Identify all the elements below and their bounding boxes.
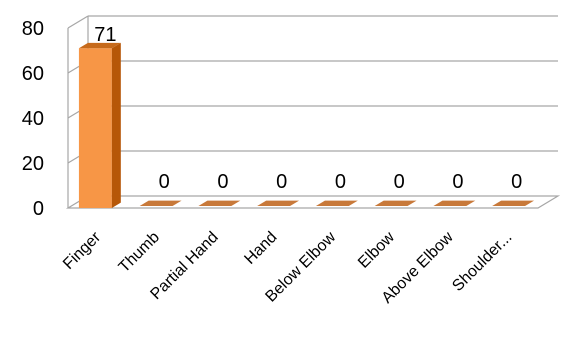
x-axis-categories: Finger Thumb Partial Hand Hand Below Elb… bbox=[60, 228, 515, 307]
bar-hand bbox=[257, 200, 300, 206]
data-label-hand: 0 bbox=[276, 171, 287, 193]
chart-bars bbox=[78, 42, 535, 208]
bar-partial-hand bbox=[198, 200, 241, 206]
data-label-below-elbow: 0 bbox=[335, 171, 346, 193]
bar-shoulder bbox=[492, 200, 535, 206]
y-tick-label-20: 20 bbox=[22, 153, 44, 175]
chart-axes bbox=[65, 16, 561, 209]
data-label-elbow: 0 bbox=[394, 171, 405, 193]
bar-finger bbox=[78, 42, 121, 208]
data-labels: 71 0 0 0 0 0 0 0 bbox=[94, 24, 522, 193]
gridline-side-80 bbox=[67, 15, 89, 29]
bar-finger-side bbox=[111, 42, 121, 208]
bar-above-elbow bbox=[433, 200, 476, 206]
data-label-thumb: 0 bbox=[159, 171, 170, 193]
data-label-finger: 71 bbox=[94, 24, 116, 46]
y-tick-label-80: 80 bbox=[22, 18, 44, 40]
x-category-elbow: Elbow bbox=[355, 228, 398, 271]
y-tick-label-0: 0 bbox=[33, 198, 44, 220]
y-tick-label-40: 40 bbox=[22, 108, 44, 130]
bar-elbow bbox=[374, 200, 417, 206]
y-tick-label-60: 60 bbox=[22, 63, 44, 85]
chart-floor bbox=[65, 195, 561, 209]
y-axis-ticks: 0 20 40 60 80 bbox=[22, 18, 44, 220]
data-label-partial-hand: 0 bbox=[217, 171, 228, 193]
data-label-above-elbow: 0 bbox=[452, 171, 463, 193]
data-label-shoulder: 0 bbox=[511, 171, 522, 193]
x-category-shoulder: Shoulder... bbox=[449, 229, 515, 295]
x-category-hand: Hand bbox=[241, 229, 280, 268]
bar-finger-top bbox=[78, 42, 121, 49]
chart-gridlines bbox=[67, 15, 558, 164]
bar-finger-front bbox=[78, 48, 112, 208]
x-category-finger: Finger bbox=[60, 228, 105, 273]
x-category-thumb: Thumb bbox=[116, 229, 163, 276]
bar-below-elbow bbox=[315, 200, 358, 206]
bar-thumb bbox=[139, 200, 182, 206]
